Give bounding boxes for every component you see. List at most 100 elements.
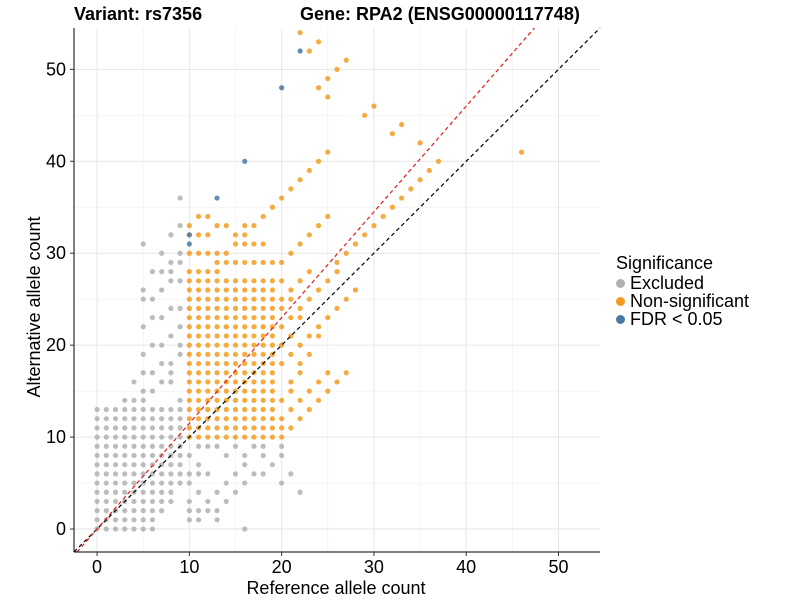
point-nonsignificant <box>214 287 220 293</box>
point-excluded <box>195 471 202 477</box>
point-nonsignificant <box>214 223 220 229</box>
point-excluded <box>103 416 109 422</box>
point-excluded <box>168 462 174 468</box>
point-excluded <box>149 370 156 376</box>
point-excluded <box>186 508 192 514</box>
point-nonsignificant <box>186 360 192 367</box>
point-nonsignificant <box>260 287 266 293</box>
point-nonsignificant <box>186 406 192 413</box>
point-nonsignificant <box>214 324 220 330</box>
point-nonsignificant <box>223 314 229 321</box>
point-fdr <box>186 232 192 238</box>
point-excluded <box>177 480 183 486</box>
point-nonsignificant <box>186 314 192 321</box>
point-excluded <box>149 508 156 514</box>
point-excluded <box>149 416 156 422</box>
point-nonsignificant <box>232 397 239 403</box>
point-nonsignificant <box>269 342 276 348</box>
point-nonsignificant <box>297 360 303 367</box>
point-excluded <box>140 425 146 431</box>
point-nonsignificant <box>371 223 377 229</box>
point-nonsignificant <box>325 388 331 394</box>
point-nonsignificant <box>306 333 312 339</box>
point-excluded <box>177 259 183 266</box>
point-nonsignificant <box>306 167 312 174</box>
point-excluded <box>168 416 174 422</box>
point-excluded <box>205 471 211 477</box>
point-nonsignificant <box>195 278 202 284</box>
point-excluded <box>94 508 100 514</box>
point-excluded <box>177 223 183 229</box>
point-nonsignificant <box>260 425 266 431</box>
y-tick-label: 20 <box>46 335 66 355</box>
point-nonsignificant <box>232 287 239 293</box>
point-nonsignificant <box>251 296 257 302</box>
point-nonsignificant <box>269 416 276 422</box>
point-nonsignificant <box>251 314 257 321</box>
point-nonsignificant <box>223 324 229 330</box>
point-nonsignificant <box>223 305 229 311</box>
x-tick-label: 50 <box>548 557 568 577</box>
point-excluded <box>232 471 239 477</box>
point-nonsignificant <box>232 305 239 311</box>
point-excluded <box>149 342 156 348</box>
point-excluded <box>168 425 174 431</box>
grid-lines <box>74 28 600 552</box>
point-excluded <box>103 443 109 449</box>
point-nonsignificant <box>279 195 285 201</box>
point-excluded <box>159 406 165 413</box>
point-excluded <box>94 443 100 449</box>
point-nonsignificant <box>195 250 202 256</box>
point-excluded <box>279 443 285 449</box>
point-nonsignificant <box>186 269 192 275</box>
point-excluded <box>140 498 146 505</box>
point-excluded <box>159 498 165 505</box>
point-nonsignificant <box>195 370 202 376</box>
point-nonsignificant <box>288 287 294 293</box>
point-excluded <box>159 425 165 431</box>
y-tick-label: 40 <box>46 151 66 171</box>
point-nonsignificant <box>186 223 192 229</box>
point-excluded <box>140 443 146 449</box>
point-excluded <box>214 489 220 495</box>
point-nonsignificant <box>223 250 229 256</box>
point-nonsignificant <box>205 213 211 220</box>
point-nonsignificant <box>315 324 322 330</box>
point-nonsignificant <box>260 397 266 403</box>
point-nonsignificant <box>223 333 229 339</box>
point-nonsignificant <box>315 287 322 293</box>
point-excluded <box>112 406 119 413</box>
point-nonsignificant <box>315 85 322 91</box>
point-nonsignificant <box>242 333 248 339</box>
point-nonsignificant <box>260 278 266 284</box>
point-excluded <box>140 324 146 330</box>
point-nonsignificant <box>325 149 331 155</box>
point-excluded <box>94 517 100 523</box>
point-nonsignificant <box>315 158 322 164</box>
point-nonsignificant <box>306 351 312 357</box>
x-tick-label: 30 <box>364 557 384 577</box>
point-excluded <box>186 471 192 477</box>
point-nonsignificant <box>214 259 220 266</box>
point-excluded <box>140 489 146 495</box>
point-excluded <box>122 462 128 468</box>
point-excluded <box>140 452 146 459</box>
point-nonsignificant <box>417 177 423 183</box>
point-nonsignificant <box>242 370 248 376</box>
point-nonsignificant <box>242 296 248 302</box>
point-excluded <box>112 471 119 477</box>
point-nonsignificant <box>269 379 276 385</box>
axes <box>73 28 600 553</box>
point-excluded <box>159 269 165 275</box>
point-nonsignificant <box>417 140 423 146</box>
y-tick-label: 30 <box>46 243 66 263</box>
point-excluded <box>149 526 156 532</box>
point-nonsignificant <box>232 241 239 247</box>
point-nonsignificant <box>343 370 349 376</box>
point-nonsignificant <box>232 333 239 339</box>
point-excluded <box>140 406 146 413</box>
point-excluded <box>177 406 183 413</box>
point-excluded <box>131 443 137 449</box>
point-nonsignificant <box>251 379 257 385</box>
point-fdr <box>214 195 220 201</box>
